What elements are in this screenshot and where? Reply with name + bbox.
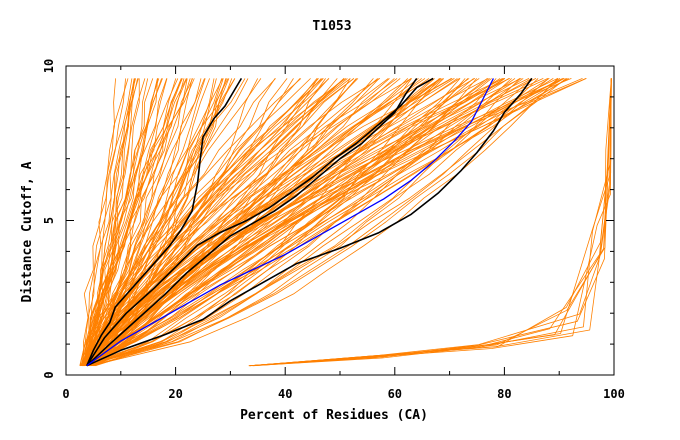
blue-curve-layer <box>86 78 494 367</box>
model-curve <box>84 78 345 366</box>
model-curve <box>94 78 419 366</box>
model-curve <box>81 78 466 367</box>
y-tick-label-10: 10 <box>42 59 56 73</box>
highlight-curve-4 <box>86 77 533 367</box>
highlight-curve-2 <box>86 77 434 367</box>
model-curve <box>88 78 116 366</box>
model-curve <box>86 78 319 366</box>
outlier-curves-layer <box>248 78 612 367</box>
highlight-curve-3 <box>86 77 418 367</box>
model-curve <box>82 78 489 366</box>
model-curve <box>86 78 302 366</box>
model-curve <box>80 78 355 366</box>
y-tick-label-5: 5 <box>42 217 56 224</box>
model-curve <box>94 78 441 366</box>
model-curve <box>84 78 223 366</box>
model-curve <box>79 78 183 366</box>
model-curve <box>80 78 503 366</box>
outlier-curve <box>248 78 612 367</box>
model-curve <box>83 78 524 367</box>
model-curve <box>88 78 149 366</box>
model-curve <box>84 78 512 367</box>
axis-ticks-layer <box>65 65 615 376</box>
model-curve <box>83 78 559 367</box>
highlight-curve-1 <box>86 77 243 367</box>
model-curve <box>89 78 412 367</box>
x-tick-label-100: 100 <box>603 387 625 401</box>
y-tick-label-0: 0 <box>42 371 56 378</box>
outlier-curve <box>253 78 612 367</box>
x-axis-label: Percent of Residues (CA) <box>240 408 428 423</box>
highlight-curves-layer <box>86 77 533 367</box>
model-curve <box>92 78 490 367</box>
model-curve <box>90 78 319 367</box>
x-tick-label-20: 20 <box>168 387 182 401</box>
x-tick-label-60: 60 <box>388 387 402 401</box>
y-axis-label: Distance Cutoff, A <box>20 161 35 302</box>
model-curve <box>79 78 506 366</box>
model-curve <box>86 78 568 367</box>
model-curve <box>81 78 294 367</box>
outlier-curve <box>253 78 612 367</box>
model-curve <box>89 78 569 367</box>
model-curve <box>90 78 521 367</box>
model-curve <box>84 78 146 366</box>
model-curve <box>89 78 435 367</box>
model-curve <box>95 78 497 367</box>
model-curve <box>87 78 246 366</box>
model-curve <box>85 78 223 366</box>
chart-title: T1053 <box>312 19 351 34</box>
outlier-curve <box>249 78 612 367</box>
x-tick-label-0: 0 <box>62 387 69 401</box>
x-tick-label-40: 40 <box>278 387 292 401</box>
model-curve <box>92 78 587 366</box>
model-curve <box>81 78 129 366</box>
x-tick-label-80: 80 <box>497 387 511 401</box>
model-curve <box>86 78 249 366</box>
model-curve <box>85 78 136 366</box>
model-curves-layer <box>79 78 587 367</box>
model-curve <box>92 78 194 366</box>
model-curve <box>84 78 133 366</box>
model-curve <box>84 78 168 366</box>
model-curve <box>91 78 544 366</box>
model-curve <box>94 78 390 366</box>
model-curve <box>85 78 326 367</box>
blue-curve <box>86 78 494 367</box>
model-curve <box>94 78 530 366</box>
model-curve <box>88 78 357 367</box>
model-curve <box>93 78 469 367</box>
model-curve <box>84 78 228 367</box>
